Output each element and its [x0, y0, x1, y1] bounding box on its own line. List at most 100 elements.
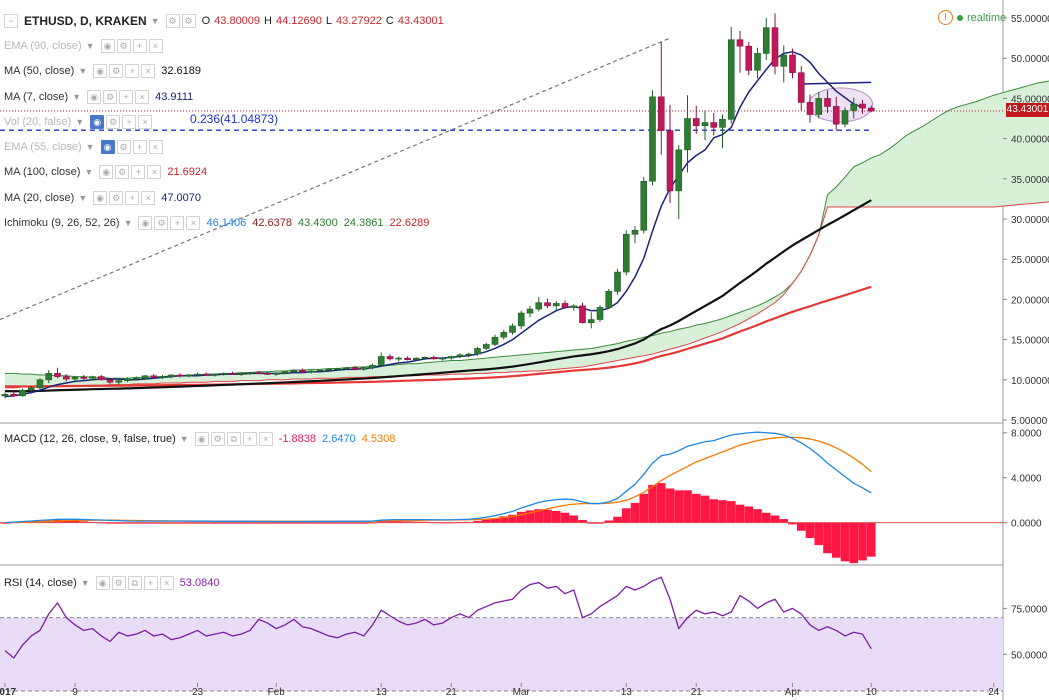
settings-icon[interactable]: ⚙	[210, 432, 225, 446]
settings-icon[interactable]: ⚙	[116, 140, 131, 155]
close-icon[interactable]: ×	[159, 576, 174, 590]
eye-icon[interactable]: ◉	[93, 64, 108, 79]
indicator-name[interactable]: MA (20, close)	[4, 191, 75, 204]
candle-body	[211, 373, 219, 376]
settings-icon[interactable]: ⚙	[109, 190, 124, 205]
add-icon[interactable]: +	[125, 190, 140, 205]
candle-body	[10, 393, 18, 397]
candle-body	[299, 369, 306, 373]
settings-icon[interactable]: ⚙	[106, 114, 121, 129]
indicator-row[interactable]: Ichimoku (9, 26, 52, 26) ▼ ◉ ⚙ + × 46.1406 42.6…	[4, 210, 524, 235]
close-icon[interactable]: ×	[258, 432, 273, 446]
add-icon[interactable]: +	[125, 64, 140, 79]
candle-body	[281, 371, 289, 374]
eye-icon[interactable]: ◉	[95, 576, 110, 590]
indicator-row[interactable]: MA (7, close) ▼ ◉ ⚙ + × 43.9111	[4, 84, 524, 109]
copy-icon[interactable]: ⧉	[226, 432, 241, 446]
add-icon[interactable]: +	[131, 165, 146, 180]
candle-body	[754, 53, 761, 71]
close-icon[interactable]: ×	[186, 216, 201, 231]
add-icon[interactable]: +	[119, 89, 134, 104]
macd-legend-name[interactable]: MACD (12, 26, close, 9, false, true)	[4, 433, 176, 445]
indicator-row[interactable]: MA (50, close) ▼ ◉ ⚙ + × 32.6189	[4, 59, 524, 84]
close-icon[interactable]: ×	[141, 64, 156, 79]
eye-icon[interactable]: ◉	[90, 114, 105, 129]
candle-body	[439, 357, 446, 360]
close-icon[interactable]: ×	[141, 190, 156, 205]
collapse-toggle[interactable]: −	[4, 13, 18, 28]
macd-histogram-bar	[849, 522, 859, 564]
eye-icon[interactable]: ◉	[100, 140, 115, 155]
cloud-segment	[591, 346, 600, 366]
cloud-segment	[740, 309, 749, 324]
price-axis-tick-label: 20.00000	[1011, 295, 1049, 306]
candle-body	[220, 373, 228, 375]
indicator-controls: ◉ ⚙ + ×	[100, 38, 163, 53]
chevron-down-icon[interactable]: ▼	[179, 434, 189, 444]
macd-histogram-bar	[411, 521, 421, 523]
indicator-name[interactable]: EMA (55, close)	[4, 141, 82, 154]
close-icon[interactable]: ×	[138, 114, 153, 129]
close-icon[interactable]: ×	[148, 140, 163, 155]
cloud-segment	[22, 374, 32, 388]
candle-body	[727, 39, 735, 120]
cloud-segment	[477, 358, 487, 374]
add-icon[interactable]: +	[170, 216, 185, 231]
candle-body	[80, 377, 88, 379]
indicator-name[interactable]: Ichimoku (9, 26, 52, 26)	[4, 217, 120, 230]
add-icon[interactable]: +	[242, 432, 257, 446]
cloud-span-b	[5, 201, 1049, 389]
clock-icon[interactable]: !	[938, 10, 953, 25]
add-icon[interactable]: +	[143, 576, 158, 590]
realtime-label: realtime	[967, 11, 1007, 24]
macd-histogram-bar	[691, 493, 701, 523]
eye-icon[interactable]: ◉	[100, 38, 115, 53]
eye-icon[interactable]: ◉	[93, 190, 108, 205]
settings-icon[interactable]: ⚙	[109, 64, 124, 79]
indicator-row[interactable]: EMA (90, close) ▼ ◉ ⚙ + ×	[4, 33, 524, 58]
macd-histogram-bar	[499, 516, 509, 523]
cloud-segment	[766, 297, 775, 309]
copy-icon[interactable]: ⧉	[127, 576, 142, 590]
cloud-segment	[985, 95, 994, 207]
settings-icon[interactable]: ⚙	[165, 13, 180, 28]
settings-icon[interactable]: ⚙	[116, 38, 131, 53]
settings-icon[interactable]: ⚙	[103, 89, 118, 104]
symbol-title[interactable]: ETHUSD, D, KRAKEN	[24, 13, 147, 28]
eye-icon[interactable]: ◉	[87, 89, 102, 104]
settings-icon[interactable]: ⚙	[111, 576, 126, 590]
add-icon[interactable]: +	[122, 114, 137, 129]
settings-icon[interactable]: ⚙	[154, 216, 169, 231]
indicator-name[interactable]: MA (7, close)	[4, 90, 69, 103]
indicator-row[interactable]: EMA (55, close) ▼ ◉ ⚙ + ×	[4, 134, 524, 159]
indicator-name[interactable]: MA (50, close)	[4, 65, 75, 78]
macd-histogram-bar	[726, 501, 736, 523]
chevron-down-icon: ▼	[78, 192, 88, 203]
minus-icon[interactable]: −	[4, 13, 18, 28]
indicator-name[interactable]: EMA (90, close)	[4, 39, 82, 52]
candle-body	[517, 312, 525, 327]
candle-body	[377, 356, 385, 366]
format-icon[interactable]: ⚙	[181, 13, 196, 28]
add-icon[interactable]: +	[132, 140, 147, 155]
settings-icon[interactable]: ⚙	[115, 165, 130, 180]
chevron-down-icon[interactable]: ▼	[150, 15, 160, 26]
close-icon[interactable]: ×	[147, 165, 162, 180]
cloud-segment	[512, 354, 522, 372]
eye-icon[interactable]: ◉	[138, 216, 153, 231]
close-icon[interactable]: ×	[148, 38, 163, 53]
eye-icon[interactable]: ◉	[99, 165, 114, 180]
chevron-down-icon[interactable]: ▼	[80, 578, 90, 588]
add-icon[interactable]: +	[132, 38, 147, 53]
close-icon[interactable]: ×	[135, 89, 150, 104]
indicator-row[interactable]: MA (100, close) ▼ ◉ ⚙ + × 21.6924	[4, 160, 524, 185]
indicator-row[interactable]: Vol (20, false) ▼ ◉ ⚙ + ×	[4, 109, 524, 134]
indicator-row[interactable]: MA (20, close) ▼ ◉ ⚙ + × 47.0070	[4, 185, 524, 210]
indicator-name[interactable]: Vol (20, false)	[4, 115, 72, 128]
trendline[interactable]	[0, 37, 1003, 321]
ohlc-value: 44.12690	[276, 14, 322, 27]
indicator-name[interactable]: MA (100, close)	[4, 166, 81, 179]
rsi-legend-name[interactable]: RSI (14, close)	[4, 577, 77, 589]
eye-icon[interactable]: ◉	[194, 432, 209, 446]
